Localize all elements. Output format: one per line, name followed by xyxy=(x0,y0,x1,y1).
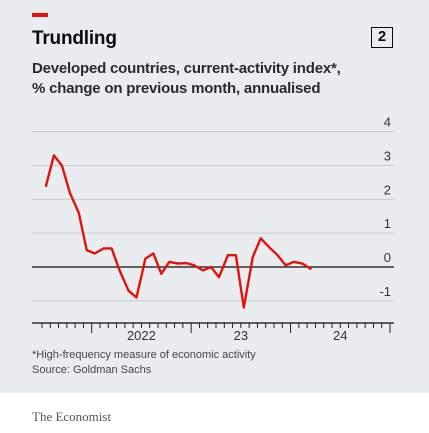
chart-subtitle: Developed countries, current-activity in… xyxy=(32,59,341,99)
y-tick-label: 3 xyxy=(384,149,391,164)
subtitle-line-2: % change on previous month, annualised xyxy=(32,80,321,97)
y-tick-label: 0 xyxy=(384,250,391,265)
brand-tag xyxy=(32,13,48,17)
subtitle-line-1: Developed countries, current-activity in… xyxy=(32,60,341,77)
y-tick-label: 1 xyxy=(384,216,391,231)
economist-logo: The Economist xyxy=(32,409,112,424)
footnote-text: *High-frequency measure of economic acti… xyxy=(32,349,256,361)
y-tick-label: 2 xyxy=(384,182,391,197)
source-text: Source: Goldman Sachs xyxy=(32,364,152,376)
line-chart: 4 3 2 1 0 -1 2022 23 24 xyxy=(32,115,394,343)
x-tick-label: 2022 xyxy=(127,328,156,343)
chart-number-badge: 2 xyxy=(371,27,393,48)
y-tick-label: -1 xyxy=(379,284,391,299)
x-tick-label: 23 xyxy=(234,328,248,343)
chart-card: Trundling 2 Developed countries, current… xyxy=(0,0,429,393)
chart-title: Trundling xyxy=(32,28,117,49)
y-tick-label: 4 xyxy=(384,115,391,130)
footnote-block: *High-frequency measure of economic acti… xyxy=(32,348,256,378)
activity-index-line xyxy=(44,154,312,309)
x-tick-label: 24 xyxy=(333,328,347,343)
